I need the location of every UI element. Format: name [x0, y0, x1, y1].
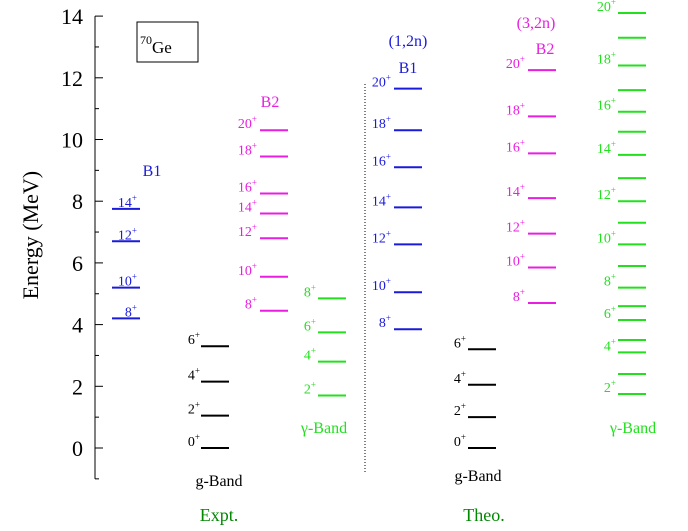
y-tick-label: 14: [61, 4, 83, 29]
band-title: B2: [261, 94, 280, 111]
group-label-theo: Theo.: [463, 505, 504, 525]
level-spin-label: 4+: [604, 336, 616, 354]
level-spin-label: 20+: [238, 114, 257, 132]
level-spin-label: 18+: [597, 49, 616, 67]
nucleus-box-frame: [136, 21, 199, 63]
nucleus-mass: 70: [140, 33, 152, 47]
level-spin-label: 10+: [506, 252, 525, 270]
group-label-expt: Expt.: [200, 505, 239, 525]
band-gamma-theo: 2+ 4+ 6+ 8+ 10+ 12+ 14+ 16+ 18+ 20+ γ-Band: [597, 0, 656, 437]
level-spin-label: 18+: [238, 140, 257, 158]
level-spin-label: 12+: [597, 185, 616, 203]
level-spin-label: 8+: [125, 302, 137, 320]
y-axis: 0 2 4 6 8 10 12 14 Energy (MeV): [18, 4, 103, 480]
level-spin-label: 10+: [597, 228, 616, 246]
level-spin-label: 4+: [454, 369, 466, 387]
level-spin-label: 14+: [506, 182, 525, 200]
nucleus-label: 70Ge: [140, 33, 172, 57]
level-spin-label: 18+: [372, 114, 391, 132]
level-spin-label: 0+: [454, 432, 466, 450]
y-tick-label: 2: [72, 374, 83, 399]
band-B2-expt: 8+ 10+ 12+ 14+ 16+ 18+ 20+B2: [238, 94, 288, 313]
level-spin-label: 18+: [506, 100, 525, 118]
level-spin-label: 8+: [304, 282, 316, 300]
band-B2-theo: 8+ 10+ 12+ 14+ 16+ 18+ 20+ B2 (3,2n): [506, 15, 556, 305]
band-title: g-Band: [195, 473, 242, 490]
band-title: B2: [536, 41, 555, 58]
y-tick-label: 6: [72, 251, 83, 276]
level-spin-label: 14+: [597, 139, 616, 157]
level-spin-label: 0+: [188, 432, 200, 450]
level-spin-label: 8+: [513, 287, 525, 305]
level-spin-label: 20+: [372, 73, 391, 91]
level-spin-label: 16+: [597, 96, 616, 114]
band-B1-theo: 8+ 10+ 12+ 14+ 16+ 18+ 20+ B1 (1,2n): [372, 33, 427, 331]
band-B1-expt: 8+ 10+ 12+ 14+ B1: [112, 163, 161, 320]
level-spin-label: 14+: [238, 198, 257, 216]
band-title: B1: [399, 60, 418, 77]
level-spin-label: 12+: [238, 222, 257, 240]
level-spin-label: 20+: [506, 54, 525, 72]
level-spin-label: 16+: [372, 151, 391, 169]
bands: 8+ 10+ 12+ 14+ B1 0+ 2+ 4+ 6+ g-Band 8+ 10+ 12+ 14+ 16…: [112, 0, 656, 490]
level-spin-label: 14+: [372, 191, 391, 209]
level-spin-label: 12+: [118, 225, 137, 243]
level-spin-label: 16+: [238, 177, 257, 195]
band-title: B1: [143, 163, 162, 180]
level-spin-label: 12+: [372, 228, 391, 246]
y-tick-label: 12: [61, 66, 83, 91]
band-title: g-Band: [454, 468, 501, 485]
level-spin-label: 16+: [506, 137, 525, 155]
level-spin-label: 6+: [188, 330, 200, 348]
nucleus-symbol: Ge: [152, 38, 172, 57]
band-subtitle: (3,2n): [517, 15, 556, 32]
band-g-expt: 0+ 2+ 4+ 6+ g-Band: [188, 330, 243, 490]
band-title: γ-Band: [300, 420, 347, 437]
level-spin-label: 4+: [304, 346, 316, 364]
level-spin-label: 6+: [604, 304, 616, 322]
level-spin-label: 20+: [597, 0, 616, 15]
level-spin-label: 2+: [604, 378, 616, 396]
level-spin-label: 10+: [238, 261, 257, 279]
y-tick-label: 8: [72, 189, 83, 214]
level-spin-label: 6+: [454, 333, 466, 351]
band-g-theo: 0+ 2+ 4+ 6+ g-Band: [454, 333, 502, 485]
level-spin-label: 8+: [245, 295, 257, 313]
y-tick-label: 10: [61, 128, 83, 153]
band-title: γ-Band: [609, 420, 656, 437]
y-tick-label: 0: [72, 436, 83, 461]
level-spin-label: 10+: [372, 276, 391, 294]
level-spin-label: 12+: [506, 218, 525, 236]
level-spin-label: 2+: [304, 380, 316, 398]
level-spin-label: 2+: [454, 401, 466, 419]
band-subtitle: (1,2n): [389, 33, 428, 50]
level-spin-label: 14+: [118, 193, 137, 211]
y-tick-label: 4: [72, 313, 83, 338]
level-spin-label: 8+: [379, 313, 391, 331]
level-spin-label: 6+: [304, 316, 316, 334]
level-spin-label: 8+: [604, 272, 616, 290]
nucleus-label-box: 70Ge: [136, 21, 199, 63]
band-gamma-expt: 2+ 4+ 6+ 8+ γ-Band: [300, 282, 347, 437]
level-spin-label: 4+: [188, 366, 200, 384]
y-axis-label: Energy (MeV): [18, 171, 43, 300]
level-spin-label: 10+: [118, 272, 137, 290]
level-spin-label: 2+: [188, 400, 200, 418]
